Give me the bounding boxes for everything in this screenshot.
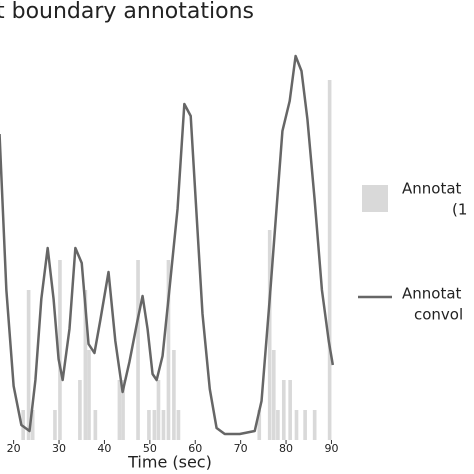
bar [276,410,280,440]
bar [121,380,125,440]
bar [152,410,157,440]
bar [83,290,88,440]
x-tick-label: 50 [143,442,157,455]
bar [312,410,317,440]
bar [166,260,171,440]
x-axis-label: Time (sec) [127,453,212,472]
legend-label: convol [414,306,463,324]
bar [136,260,140,440]
bar [281,380,286,440]
chart-title: t boundary annotations [0,0,254,24]
bar [147,410,151,440]
bar [87,350,91,440]
bar [294,410,299,440]
x-tick-label: 20 [7,442,21,455]
bar [176,410,181,440]
legend-label: Annotat [402,180,462,198]
bar [327,80,332,440]
bar [271,350,276,440]
bar [93,410,98,440]
bar [172,350,176,440]
bar [303,410,307,440]
bar [117,380,122,440]
bar [161,410,166,440]
x-tick-label: 80 [279,442,293,455]
bar [53,410,57,440]
bar [267,230,272,440]
x-tick-label: 70 [234,442,248,455]
x-tick-label: 30 [52,442,66,455]
bar [78,380,82,440]
bar [156,380,161,440]
line [0,54,335,436]
legend-label: (1 [452,201,467,219]
bar [26,290,31,440]
x-tick-label: 60 [188,442,202,455]
bar [30,410,35,440]
x-tick-label: 90 [324,442,338,455]
x-tick-label: 40 [97,442,111,455]
legend-label: Annotat [402,285,462,303]
bar [58,260,62,440]
bar [288,380,292,440]
bar [257,410,262,440]
legend-swatch [362,185,388,212]
